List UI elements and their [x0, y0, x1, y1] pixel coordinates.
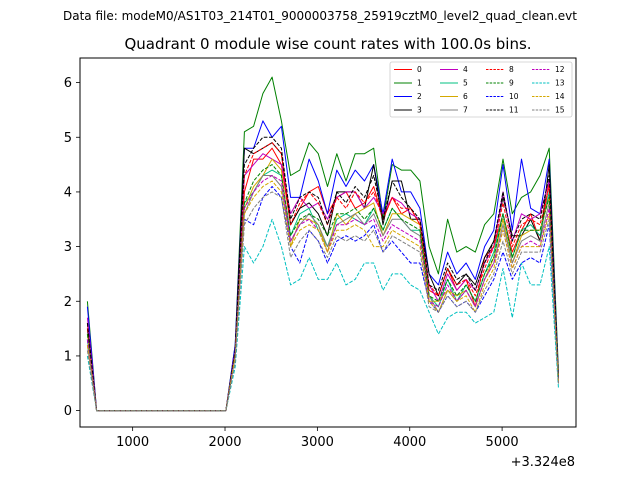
x-tick-label: 2000 [208, 435, 241, 450]
plot-lines [86, 76, 559, 412]
legend-label-15: 15 [555, 106, 565, 115]
y-tick-label: 6 [64, 76, 72, 91]
legend-label-8: 8 [509, 65, 514, 74]
x-axis: 1000 2000 3000 4000 5000 [116, 427, 519, 450]
y-tick-label: 2 [64, 295, 72, 310]
legend-label-0: 0 [417, 65, 422, 74]
x-tick-label: 4000 [393, 435, 426, 450]
y-tick-label: 3 [64, 240, 72, 255]
suptitle: Data file: modeM0/AS1T03_214T01_90000037… [63, 9, 577, 23]
series-line-4 [86, 153, 559, 412]
y-tick-label: 0 [64, 404, 72, 419]
y-axis: 0 1 2 3 4 5 6 [64, 76, 80, 419]
y-tick-label: 1 [64, 349, 72, 364]
legend-label-3: 3 [417, 106, 422, 115]
series-line-8 [86, 142, 559, 412]
series-line-15 [86, 191, 559, 412]
legend-label-4: 4 [463, 65, 468, 74]
legend-label-10: 10 [509, 92, 519, 101]
y-tick-label: 5 [64, 131, 72, 146]
x-tick-label: 3000 [301, 435, 334, 450]
x-axis-offset-label: +3.324e8 [511, 455, 575, 470]
legend-label-6: 6 [463, 92, 468, 101]
legend-label-1: 1 [417, 79, 422, 88]
legend-label-14: 14 [555, 92, 565, 101]
legend-box [389, 61, 573, 118]
legend-label-5: 5 [463, 79, 468, 88]
series-line-13 [86, 218, 559, 412]
legend-label-12: 12 [555, 65, 565, 74]
legend-label-7: 7 [463, 106, 468, 115]
x-tick-label: 1000 [116, 435, 149, 450]
legend-label-11: 11 [509, 106, 519, 115]
series-line-14 [86, 180, 559, 412]
x-tick-label: 5000 [486, 435, 519, 450]
legend-label-9: 9 [509, 79, 514, 88]
legend-label-2: 2 [417, 92, 422, 101]
series-line-3 [86, 142, 559, 412]
series-line-1 [86, 76, 559, 412]
chart-title: Quadrant 0 module wise count rates with … [124, 35, 531, 53]
legend-label-13: 13 [555, 79, 565, 88]
axes-frame [79, 57, 577, 428]
y-tick-label: 4 [64, 185, 72, 200]
